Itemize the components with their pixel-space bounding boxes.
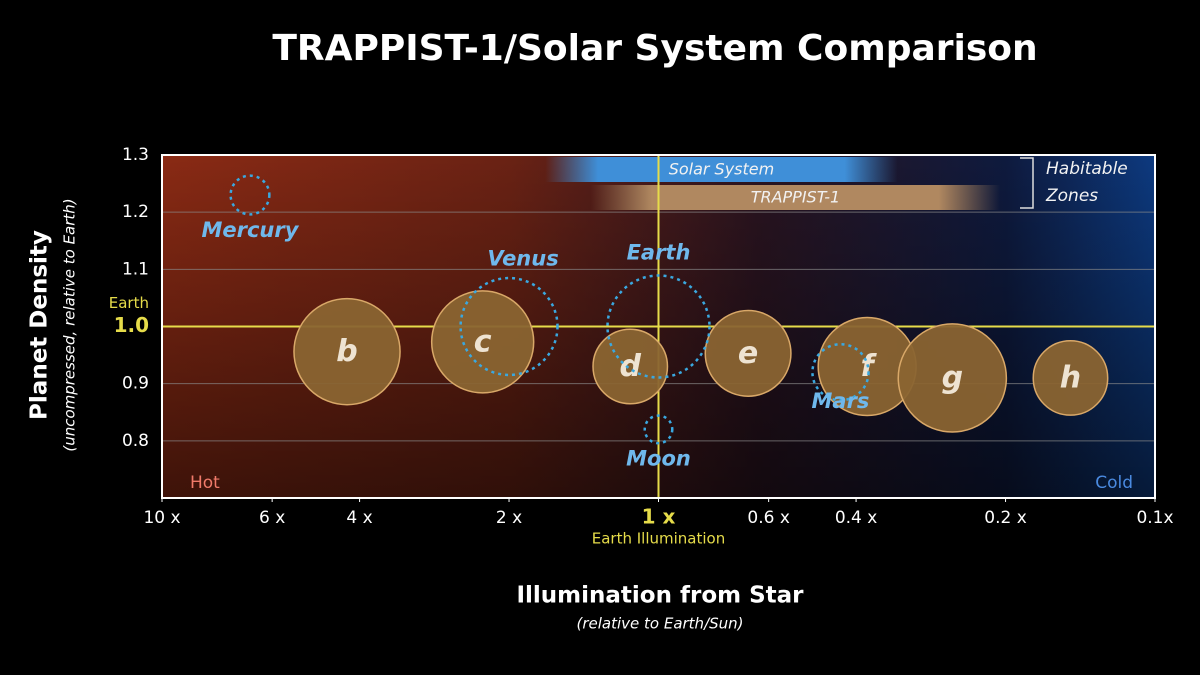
- planet-bubble: [293, 297, 401, 406]
- solar-body-circle: [606, 274, 711, 379]
- planet-bubble: [1032, 339, 1109, 416]
- planet-label: e: [738, 336, 758, 371]
- x-tick-label: 1 x: [642, 505, 676, 529]
- y-tick-label: 0.8: [122, 431, 149, 451]
- planet-bubble: [592, 328, 669, 405]
- y-axis-subtitle: (uncompressed, relative to Earth): [61, 198, 79, 451]
- planet-label: g: [942, 360, 963, 395]
- y-axis-title: Planet Density: [27, 230, 53, 420]
- zone-label: TRAPPIST-1: [751, 188, 840, 207]
- zone-label: Solar System: [669, 160, 775, 179]
- planet-bubble: [704, 309, 792, 397]
- solar-body-label: Venus: [487, 247, 558, 271]
- x-tick-label: 10 x: [143, 508, 180, 528]
- solar-body-circle: [459, 276, 559, 377]
- x-tick-label: 0.1x: [1136, 508, 1173, 528]
- planet-bubble: [897, 323, 1008, 433]
- planet-label: d: [620, 349, 642, 384]
- solar-body-circle: [811, 342, 870, 402]
- planet-label: b: [336, 334, 357, 369]
- x-tick-label: 0.6 x: [747, 508, 790, 528]
- solar-body-label: Mercury: [201, 218, 299, 242]
- zones-label: Zones: [1045, 186, 1098, 206]
- x-axis-subtitle: (relative to Earth/Sun): [576, 615, 743, 633]
- y-tick-label: 1.2: [122, 202, 149, 222]
- plot-frame: [161, 154, 1156, 499]
- x-tick-label: 2 x: [496, 508, 522, 528]
- x-tick-label: 4 x: [346, 508, 372, 528]
- solar-body-circle: [643, 414, 674, 445]
- reference-x-label: Earth Illumination: [592, 530, 725, 548]
- solar-body-label: Mars: [812, 389, 870, 413]
- solar-body-label: Moon: [626, 446, 691, 470]
- planet-label: h: [1060, 360, 1081, 395]
- x-tick-label: 0.4 x: [835, 508, 878, 528]
- solar-body-circle: [229, 174, 271, 216]
- y-tick-label: 1.1: [122, 259, 149, 279]
- x-tick-label: 0.2 x: [984, 508, 1027, 528]
- y-tick-label: 1.0: [114, 313, 149, 337]
- x-tick-label: 6 x: [259, 508, 285, 528]
- y-tick-label: 1.3: [122, 145, 149, 165]
- hot-label: Hot: [190, 473, 220, 493]
- planet-bubble: [430, 290, 535, 394]
- x-axis-title: Illumination from Star: [516, 583, 804, 609]
- zones-label: Habitable: [1046, 159, 1128, 179]
- reference-y-label: Earth: [109, 294, 149, 312]
- habitable-zone: [545, 157, 898, 182]
- y-tick-label: 0.9: [122, 374, 149, 394]
- zone-bracket: [1020, 157, 1034, 209]
- chart-title: TRAPPIST-1/Solar System Comparison: [272, 28, 1037, 69]
- cold-label: Cold: [1095, 473, 1133, 493]
- solar-body-label: Earth: [627, 241, 691, 265]
- planet-label: c: [474, 324, 492, 359]
